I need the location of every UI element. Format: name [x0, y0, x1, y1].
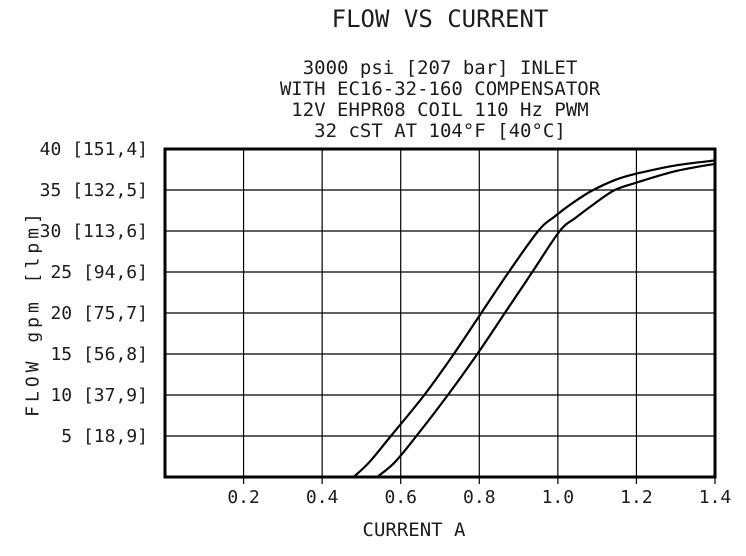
- y-tick-label: 30 [113,6]: [40, 221, 148, 242]
- x-tick-label: 1.2: [620, 487, 653, 508]
- chart-subtitle: 3000 psi [207 bar] INLET WITH EC16-32-16…: [115, 58, 746, 142]
- subtitle-line-inlet-pressure: 3000 psi [207 bar] INLET: [302, 57, 578, 79]
- x-tick-label: 1.0: [542, 487, 575, 508]
- y-tick-label: 20 [75,7]: [50, 303, 148, 324]
- subtitle-line-coil-pwm: 12V EHPR08 COIL 110 Hz PWM: [291, 99, 589, 121]
- x-tick-label: 1.4: [699, 487, 732, 508]
- y-tick-label: 40 [151,4]: [40, 139, 148, 160]
- plot-border: [163, 147, 717, 479]
- x-tick-label: 0.8: [463, 487, 496, 508]
- subtitle-line-compensator: WITH EC16-32-160 COMPENSATOR: [279, 78, 601, 100]
- x-tick-label: 0.6: [384, 487, 417, 508]
- y-tick-label: 5 [18,9]: [61, 426, 148, 447]
- y-tick-label: 15 [56,8]: [50, 344, 148, 365]
- flow-curve-left: [352, 159, 717, 479]
- flow-curve-right: [376, 162, 717, 479]
- chart-title: FLOW VS CURRENT: [331, 5, 549, 33]
- x-tick-label: 0.2: [227, 487, 260, 508]
- subtitle-line-viscosity-temp: 32 cST AT 104°F [40°C]: [314, 120, 566, 142]
- y-tick-label: 35 [132,5]: [40, 180, 148, 201]
- y-tick-label: 10 [37,9]: [50, 385, 148, 406]
- x-axis-label: CURRENT A: [362, 519, 466, 541]
- y-tick-label: 25 [94,6]: [50, 262, 148, 283]
- x-tick-label: 0.4: [306, 487, 339, 508]
